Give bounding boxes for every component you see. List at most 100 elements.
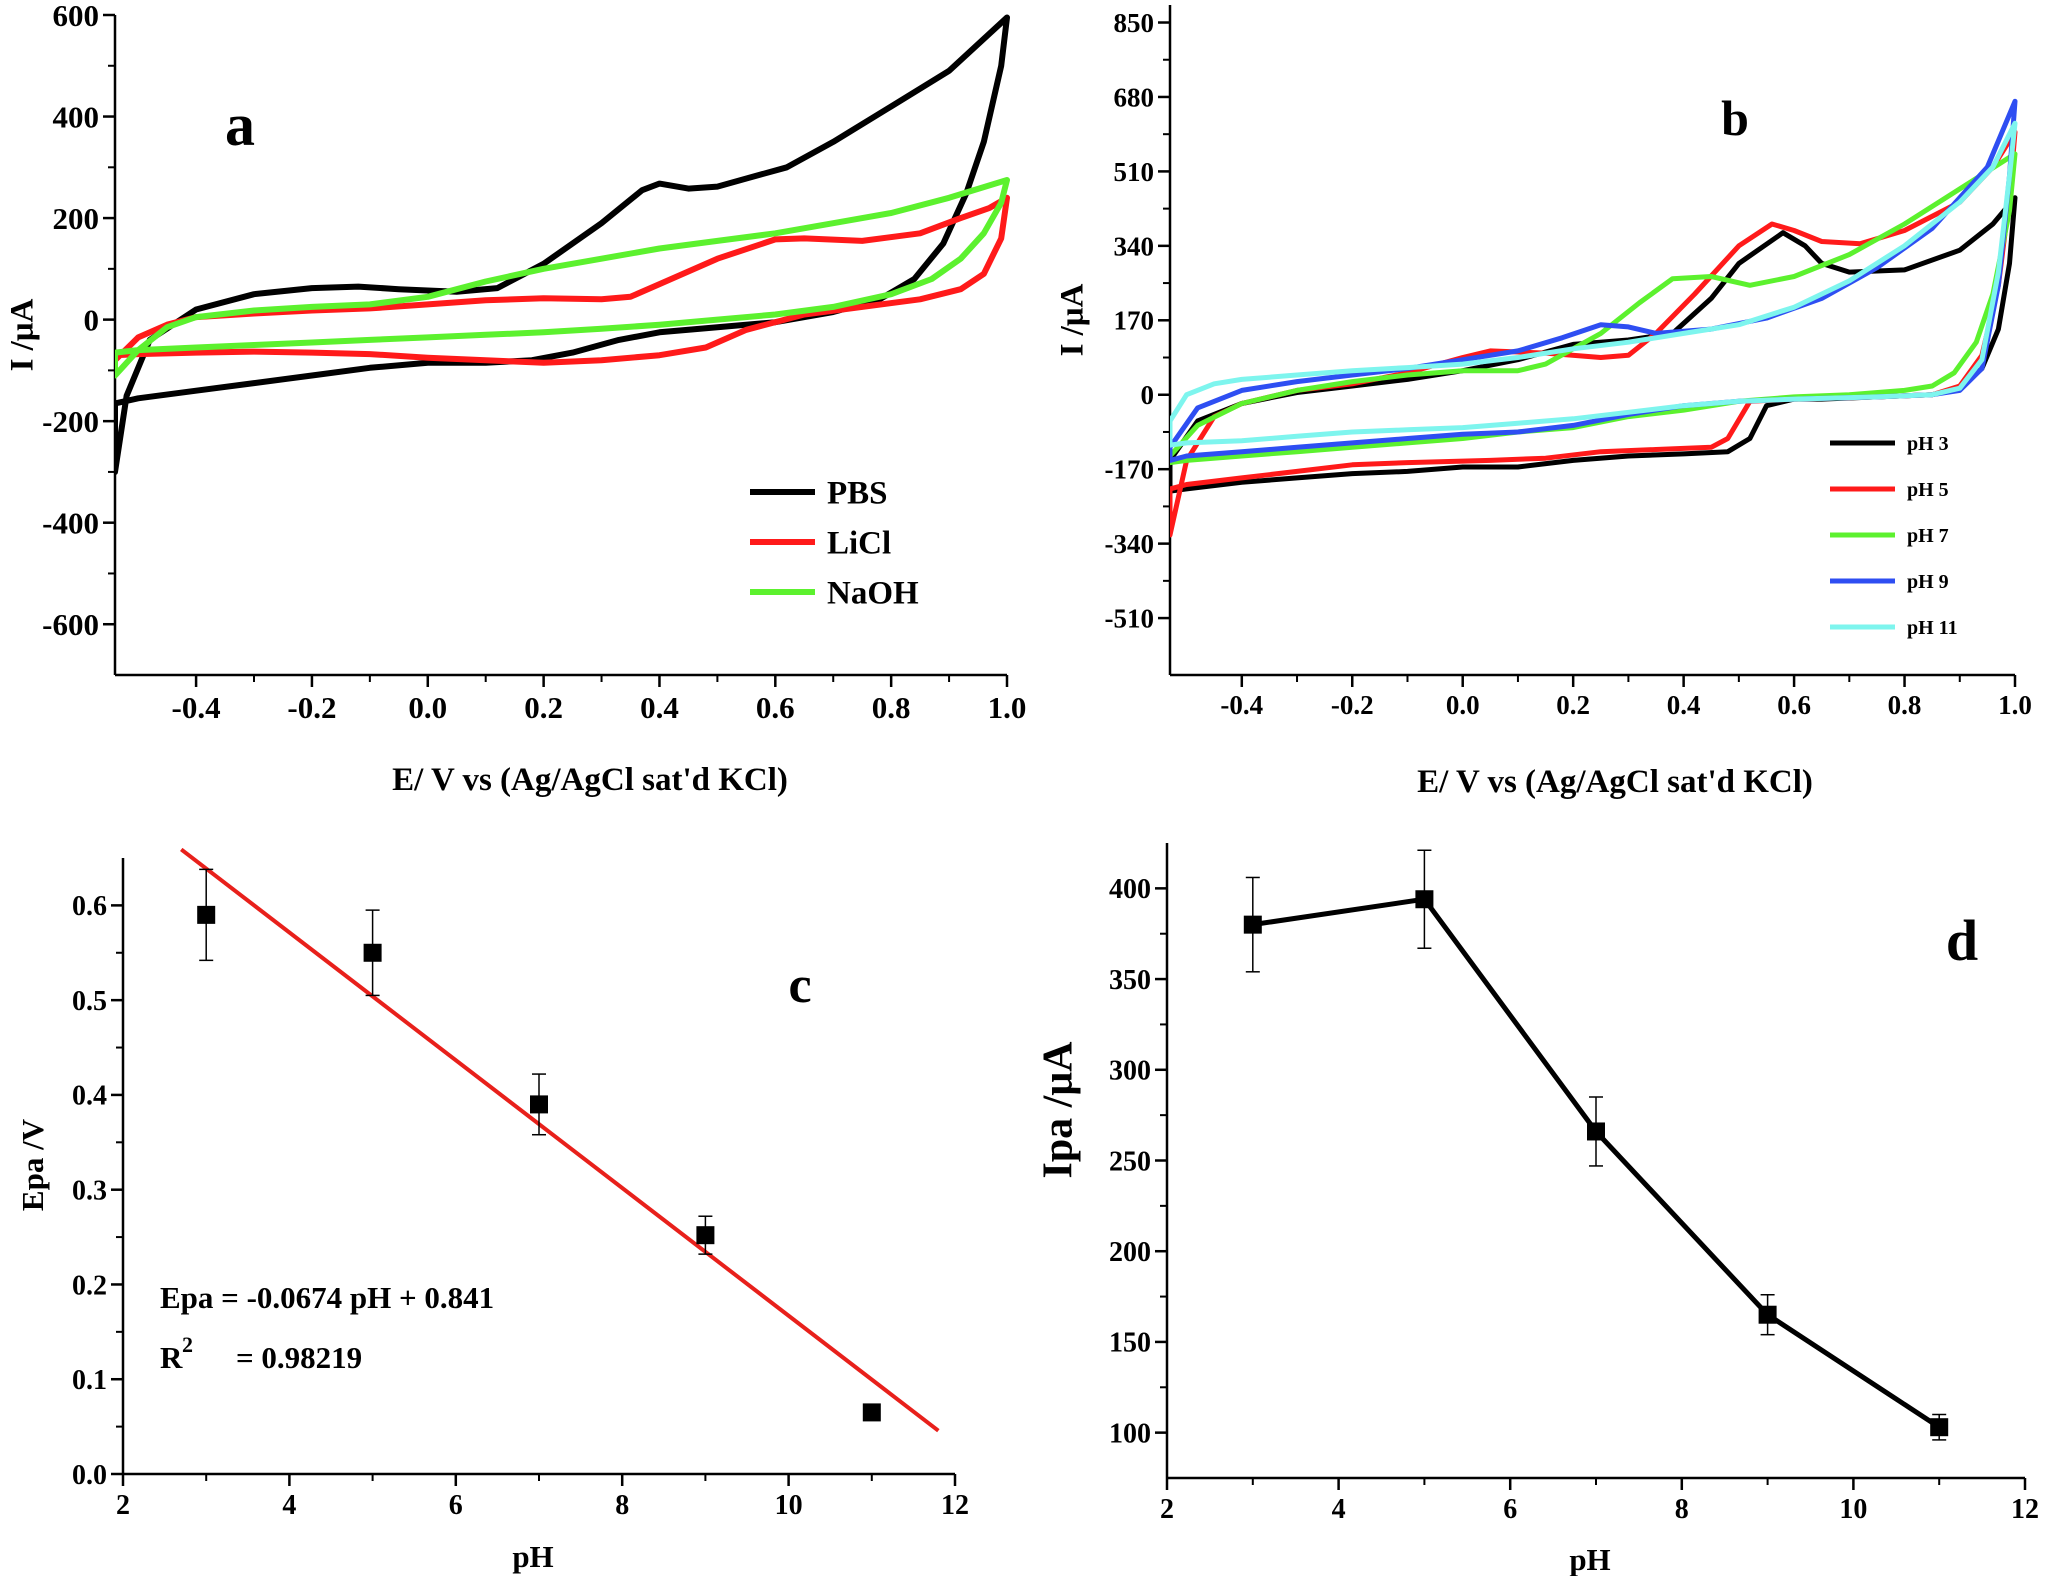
- y-axis-label: Ipa /μA: [1036, 1041, 1082, 1179]
- panel-label: a: [225, 92, 255, 158]
- x-tick-label: 0.0: [408, 690, 447, 725]
- legend-label: LiCl: [827, 526, 891, 562]
- y-tick-label: 170: [1114, 306, 1155, 336]
- y-tick-label: -200: [42, 404, 99, 439]
- legend-label: PBS: [827, 476, 888, 512]
- data-point: [696, 1226, 715, 1245]
- x-tick-label: 6: [449, 1490, 463, 1521]
- panel-a: -0.4 -0.2 0.0 0.2 0.4 0.6 0.8 1.0 -600 -400 -200 0 2…: [5, 0, 1027, 798]
- x-axis-label: E/ V vs (Ag/AgCl sat'd KCl): [392, 762, 788, 798]
- y-tick-label: 200: [1109, 1237, 1151, 1268]
- y-tick-label: 250: [1109, 1146, 1151, 1177]
- y-tick-label: 680: [1114, 82, 1155, 112]
- x-tick-label: 4: [282, 1490, 296, 1521]
- legend-label: pH 5: [1907, 479, 1949, 501]
- y-tick-label: 0: [1141, 380, 1155, 410]
- data-point: [1587, 1122, 1605, 1141]
- series-line-naoh: [115, 177, 1010, 379]
- x-tick-label: 0.4: [1667, 690, 1701, 720]
- x-tick-label: 0.2: [524, 690, 563, 725]
- y-tick-label: 0.4: [72, 1081, 107, 1112]
- panel-b: -0.4 -0.2 0.0 0.2 0.4 0.6 0.8 1.0 -510 -340 -170 0 1…: [1055, 5, 2032, 800]
- x-tick-label: -0.4: [172, 690, 221, 725]
- x-tick-label: 0.2: [1556, 690, 1590, 720]
- y-tick-label: 0.5: [72, 986, 107, 1017]
- data-point: [1415, 890, 1434, 909]
- x-tick-label: 12: [2011, 1494, 2039, 1525]
- x-tick-label: 8: [1675, 1494, 1689, 1525]
- y-axis-label: I /μA: [5, 298, 41, 371]
- x-tick-label: -0.4: [1220, 690, 1263, 720]
- y-tick-label: 600: [53, 0, 100, 33]
- y-tick-label: 400: [53, 99, 100, 134]
- legend: pH 3 pH 5 pH 7 pH 9 pH 11: [1830, 433, 1958, 639]
- series-line-ph-11: [1170, 120, 2018, 448]
- x-tick-label: 4: [1332, 1494, 1346, 1525]
- data-point: [1930, 1418, 1949, 1437]
- x-tick-label: 1.0: [988, 690, 1027, 725]
- x-tick-label: 12: [941, 1490, 969, 1521]
- y-tick-label: -340: [1105, 529, 1155, 559]
- x-tick-label: 1.0: [1998, 690, 2032, 720]
- series-line-ph-5: [1170, 129, 2018, 538]
- y-axis-label: Epa /V: [15, 1118, 50, 1211]
- fit-equation: Epa = -0.0674 pH + 0.841: [160, 1280, 494, 1315]
- y-tick-label: 850: [1114, 8, 1155, 38]
- data-point: [862, 1403, 881, 1422]
- legend-label: pH 9: [1907, 571, 1949, 593]
- legend-label: pH 3: [1907, 433, 1949, 455]
- x-tick-label: 0.6: [1777, 690, 1811, 720]
- y-axis-label: I /μA: [1055, 283, 1091, 356]
- x-axis-label: E/ V vs (Ag/AgCl sat'd KCl): [1417, 764, 1813, 800]
- x-axis-label: pH: [1569, 1542, 1610, 1576]
- panel-label: b: [1721, 90, 1749, 146]
- x-tick-label: 2: [116, 1490, 130, 1521]
- y-tick-label: 200: [53, 201, 100, 236]
- y-tick-label: 150: [1109, 1328, 1151, 1359]
- r2-value: = 0.98219: [236, 1340, 362, 1375]
- legend-label: pH 11: [1907, 617, 1958, 639]
- x-tick-label: 10: [1839, 1494, 1867, 1525]
- x-tick-label: 8: [615, 1490, 629, 1521]
- x-tick-label: -0.2: [1331, 690, 1374, 720]
- data-point: [363, 943, 382, 962]
- y-tick-label: -170: [1105, 455, 1155, 485]
- y-tick-label: 300: [1109, 1056, 1151, 1087]
- y-tick-label: 340: [1114, 231, 1155, 261]
- x-tick-label: 0.8: [1888, 690, 1922, 720]
- x-tick-label: 0.0: [1446, 690, 1480, 720]
- y-tick-label: 0.2: [72, 1270, 107, 1301]
- x-tick-label: 0.4: [640, 690, 679, 725]
- series-line-licl: [115, 194, 1010, 366]
- y-tick-label: 400: [1109, 874, 1151, 905]
- panel-c: 2 4 6 8 10 12 0.0 0.1 0.2 0.3 0.4 0.5 0.6 pH Epa /V c Ep…: [15, 848, 969, 1574]
- y-tick-label: -600: [42, 607, 99, 642]
- x-tick-label: 0.8: [872, 690, 911, 725]
- x-tick-label: 6: [1503, 1494, 1517, 1525]
- fit-line: [180, 848, 940, 1433]
- data-point: [1758, 1305, 1777, 1324]
- x-tick-label: 0.6: [756, 690, 795, 725]
- y-tick-label: -400: [42, 506, 99, 541]
- legend-label: NaOH: [827, 576, 919, 612]
- y-tick-label: -510: [1105, 604, 1155, 634]
- y-tick-label: 350: [1109, 965, 1151, 996]
- panel-d: 2 4 6 8 10 12 100 150 200 250 300 350 400 pH Ipa /μA d: [1036, 843, 2039, 1576]
- data-point: [1243, 915, 1262, 934]
- x-tick-label: 10: [775, 1490, 803, 1521]
- y-tick-label: 0.0: [72, 1460, 107, 1491]
- panel-label: d: [1946, 908, 1978, 973]
- x-tick-label: -0.2: [287, 690, 336, 725]
- y-tick-label: 510: [1114, 157, 1155, 187]
- y-tick-label: 0.1: [72, 1365, 107, 1396]
- y-tick-label: 0.3: [72, 1175, 107, 1206]
- legend-label: pH 7: [1907, 525, 1949, 547]
- data-point: [197, 905, 216, 924]
- series-line-pbs: [115, 14, 1010, 475]
- panel-label: c: [788, 957, 811, 1014]
- r2-label: R: [160, 1340, 183, 1375]
- legend: PBS LiCl NaOH: [750, 476, 919, 612]
- y-tick-label: 100: [1109, 1418, 1151, 1449]
- x-tick-label: 2: [1160, 1494, 1174, 1525]
